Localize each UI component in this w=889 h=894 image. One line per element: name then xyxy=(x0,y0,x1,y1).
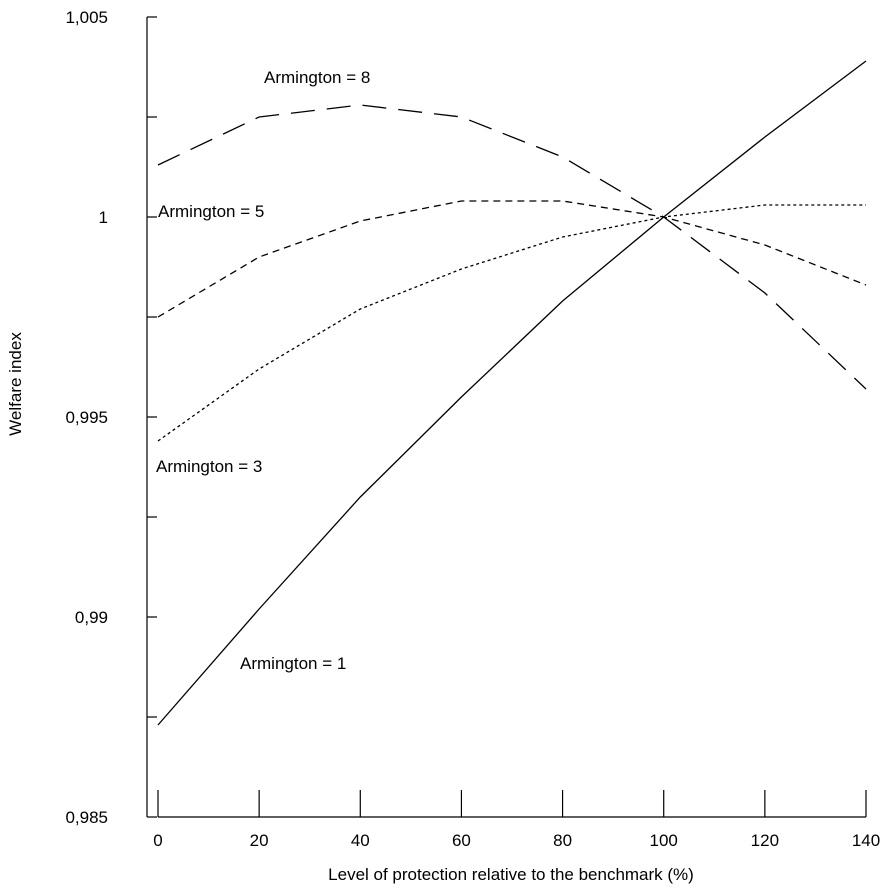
series-label-armington-8: Armington = 8 xyxy=(264,68,370,87)
y-tick-label: 0,995 xyxy=(65,408,108,427)
x-axis-title: Level of protection relative to the benc… xyxy=(328,865,694,884)
series-label-armington-5: Armington = 5 xyxy=(158,202,264,221)
y-ticks: 0,985 0,99 0,995 1 1,005 xyxy=(65,8,157,827)
y-tick-label: 1,005 xyxy=(65,8,108,27)
series-line-armington-1 xyxy=(157,60,867,726)
x-tick-label: 100 xyxy=(650,831,678,850)
series-line-armington-5 xyxy=(157,200,867,318)
series-line-armington-3 xyxy=(157,204,866,442)
x-tick-label: 140 xyxy=(852,831,880,850)
y-axis-title: Welfare index xyxy=(6,332,25,436)
axes xyxy=(146,17,866,818)
series-label-armington-3: Armington = 3 xyxy=(156,457,262,476)
x-tick-label: 120 xyxy=(751,831,779,850)
x-tick-label: 40 xyxy=(351,831,370,850)
series-labels: Armington = 8 Armington = 5 Armington = … xyxy=(156,68,370,673)
x-tick-label: 60 xyxy=(452,831,471,850)
series-lines xyxy=(157,60,867,726)
y-tick-label: 0,985 xyxy=(65,808,108,827)
series-line-armington-8 xyxy=(157,104,867,390)
y-tick-label: 1 xyxy=(99,208,108,227)
x-tick-label: 0 xyxy=(153,831,162,850)
y-tick-label: 0,99 xyxy=(75,608,108,627)
x-ticks: 0 20 40 60 80 100 120 140 xyxy=(153,790,880,850)
x-tick-label: 20 xyxy=(250,831,269,850)
x-tick-label: 80 xyxy=(553,831,572,850)
series-label-armington-1: Armington = 1 xyxy=(240,654,346,673)
